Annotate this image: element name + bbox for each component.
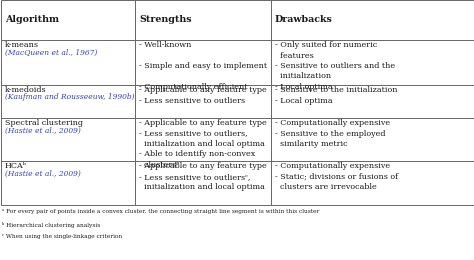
Text: ᶜ When using the single-linkage criterion: ᶜ When using the single-linkage criterio… bbox=[2, 234, 122, 239]
Text: HCAᵇ: HCAᵇ bbox=[5, 162, 27, 170]
Text: - Applicable to any feature type
- Less sensitive to outliersᶜ,
  initialization: - Applicable to any feature type - Less … bbox=[139, 162, 267, 191]
Text: - Applicable to any feature type
- Less sensitive to outliers: - Applicable to any feature type - Less … bbox=[139, 86, 267, 105]
Text: ᵃ For every pair of points inside a convex cluster, the connecting straight line: ᵃ For every pair of points inside a conv… bbox=[2, 209, 319, 214]
Text: - Sensitive to the initialization
- Local optima: - Sensitive to the initialization - Loca… bbox=[275, 86, 397, 105]
Text: k-means: k-means bbox=[5, 41, 39, 49]
Text: - Computationally expensive
- Static; divisions or fusions of
  clusters are irr: - Computationally expensive - Static; di… bbox=[275, 162, 398, 191]
Text: - Applicable to any feature type
- Less sensitive to outliers,
  initialization : - Applicable to any feature type - Less … bbox=[139, 119, 267, 169]
Text: (Kaufman and Rousseeuw, 1990b): (Kaufman and Rousseeuw, 1990b) bbox=[5, 93, 134, 101]
Text: Spectral clustering: Spectral clustering bbox=[5, 119, 83, 127]
Text: (Hastie et al., 2009): (Hastie et al., 2009) bbox=[5, 170, 81, 178]
Text: (Hastie et al., 2009): (Hastie et al., 2009) bbox=[5, 126, 81, 134]
Text: k-medoids: k-medoids bbox=[5, 86, 46, 94]
Text: Drawbacks: Drawbacks bbox=[275, 15, 333, 24]
Text: Algorithm: Algorithm bbox=[5, 15, 59, 24]
Text: ᵇ Hierarchical clustering analysis: ᵇ Hierarchical clustering analysis bbox=[2, 222, 100, 228]
Text: Strengths: Strengths bbox=[139, 15, 191, 24]
Text: - Well-known

- Simple and easy to implement

- Computationally efficient: - Well-known - Simple and easy to implem… bbox=[139, 41, 267, 91]
Text: - Computationally expensive
- Sensitive to the employed
  similarity metric: - Computationally expensive - Sensitive … bbox=[275, 119, 390, 148]
Text: (MacQueen et al., 1967): (MacQueen et al., 1967) bbox=[5, 48, 97, 56]
Text: - Only suited for numeric
  features
- Sensitive to outliers and the
  initializ: - Only suited for numeric features - Sen… bbox=[275, 41, 395, 91]
